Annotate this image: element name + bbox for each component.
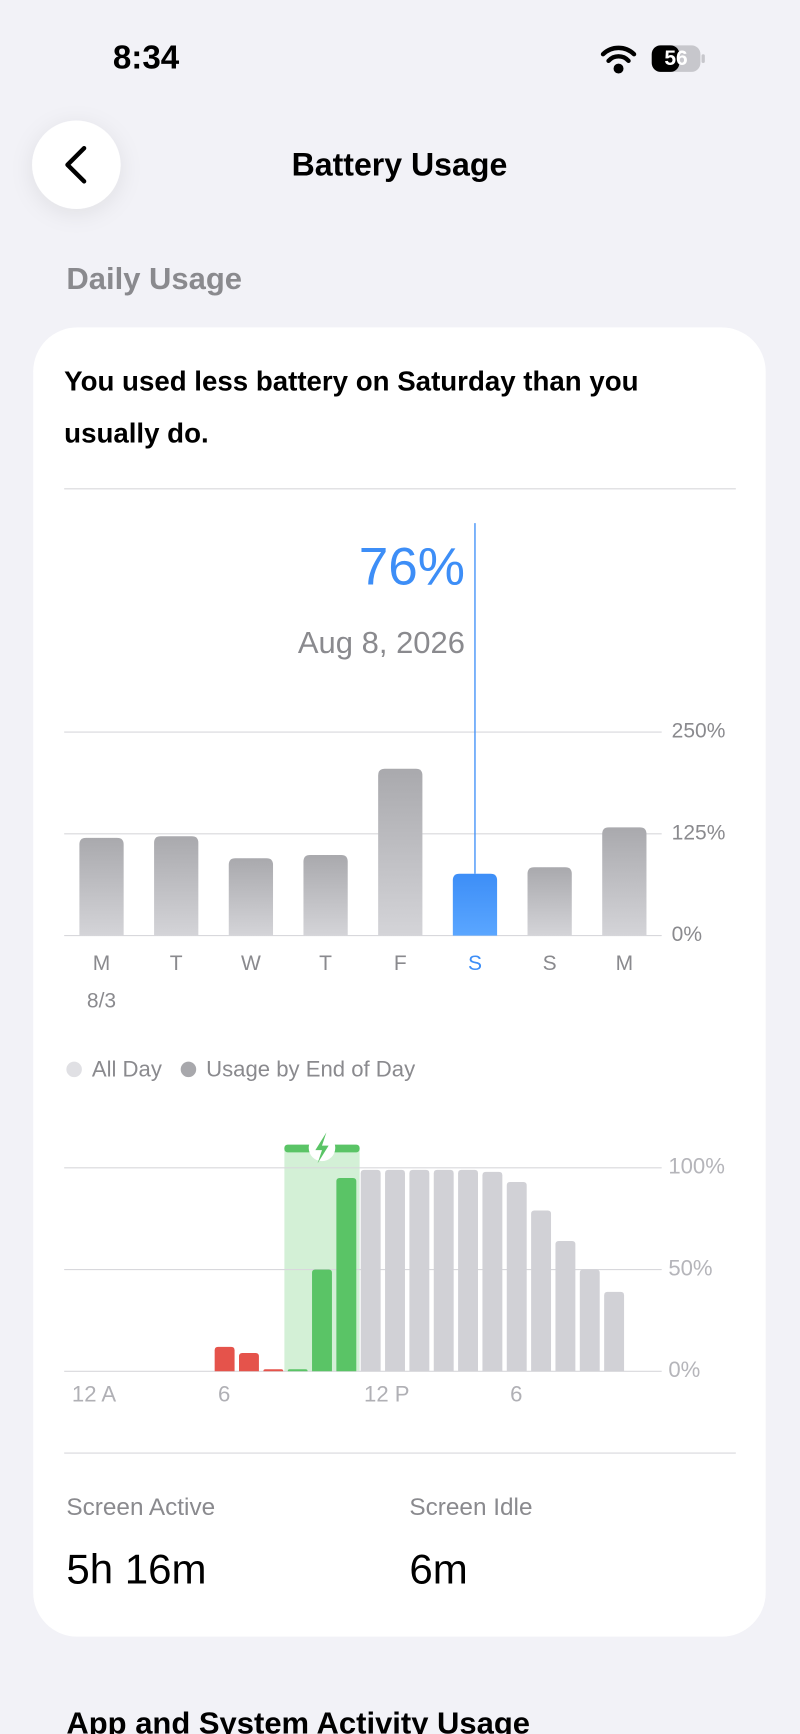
message: You used less battery on Saturday than y… bbox=[64, 366, 639, 449]
stat-value: 5h 16m bbox=[66, 1546, 206, 1593]
bar bbox=[433, 1169, 454, 1372]
x-date-label: 8/3 bbox=[87, 989, 116, 1012]
legend-label: Usage by End of Day bbox=[206, 1056, 416, 1081]
x-tick-label: W bbox=[241, 952, 261, 975]
bar bbox=[79, 837, 124, 936]
bar bbox=[506, 1182, 527, 1372]
bar bbox=[409, 1169, 430, 1372]
bar bbox=[303, 854, 348, 936]
bar bbox=[604, 1291, 625, 1372]
legend-swatch bbox=[66, 1061, 82, 1078]
page-title: Battery Usage bbox=[292, 146, 508, 182]
selected-value: 76% bbox=[359, 538, 465, 597]
bar bbox=[228, 858, 274, 936]
battery-percent: 56 bbox=[664, 47, 687, 70]
bar bbox=[482, 1171, 503, 1372]
legend-label: All Day bbox=[92, 1056, 163, 1081]
x-tick-label: F bbox=[394, 952, 407, 975]
x-tick-label: T bbox=[319, 952, 332, 975]
x-tick-label: 12 P bbox=[364, 1381, 409, 1406]
message-box: You used less battery on Saturday than y… bbox=[64, 366, 639, 449]
card bbox=[33, 327, 766, 1637]
stat-value: 6m bbox=[409, 1546, 467, 1593]
x-tick-label: 6 bbox=[510, 1381, 522, 1406]
bar bbox=[239, 1352, 259, 1372]
bar bbox=[287, 1369, 308, 1372]
bar bbox=[527, 867, 572, 936]
charging-icon bbox=[315, 1132, 329, 1164]
section-title: Daily Usage bbox=[66, 261, 242, 296]
battery-tip bbox=[701, 54, 705, 64]
y-tick-label: 250% bbox=[672, 720, 726, 743]
x-tick-label: S bbox=[543, 952, 557, 975]
bar bbox=[602, 827, 647, 936]
bar bbox=[458, 1169, 479, 1372]
bar bbox=[579, 1269, 600, 1372]
stat-label: Screen Idle bbox=[409, 1494, 532, 1521]
bar bbox=[555, 1241, 576, 1372]
stat-label: Screen Active bbox=[66, 1494, 215, 1521]
back-chevron bbox=[65, 145, 87, 184]
bar bbox=[452, 873, 498, 936]
footer-title: App and System Activity Usage bbox=[66, 1705, 530, 1734]
bar bbox=[336, 1177, 357, 1372]
y-tick-label: 50% bbox=[668, 1255, 712, 1280]
bar bbox=[360, 1169, 381, 1372]
bar bbox=[154, 836, 199, 936]
y-tick-label: 100% bbox=[668, 1154, 725, 1179]
y-tick-label: 0% bbox=[672, 923, 702, 946]
bar bbox=[378, 768, 423, 936]
x-tick-label: 12 A bbox=[72, 1381, 117, 1406]
y-tick-label: 125% bbox=[672, 821, 726, 844]
selected-date: Aug 8, 2026 bbox=[298, 625, 465, 660]
x-tick-label: S bbox=[468, 952, 482, 975]
back-button[interactable] bbox=[32, 120, 121, 210]
bar bbox=[531, 1210, 552, 1372]
bar bbox=[214, 1346, 235, 1372]
x-tick-label: M bbox=[93, 952, 111, 975]
bar bbox=[263, 1369, 284, 1372]
legend-swatch bbox=[180, 1061, 197, 1078]
x-tick-label: T bbox=[170, 952, 183, 975]
status-time: 8:34 bbox=[113, 39, 180, 76]
bar bbox=[385, 1169, 405, 1372]
wifi-icon bbox=[600, 45, 637, 74]
y-tick-label: 0% bbox=[668, 1357, 700, 1382]
x-tick-label: 6 bbox=[218, 1381, 230, 1406]
bar bbox=[312, 1269, 332, 1372]
battery-level bbox=[651, 45, 680, 72]
x-tick-label: M bbox=[616, 952, 634, 975]
